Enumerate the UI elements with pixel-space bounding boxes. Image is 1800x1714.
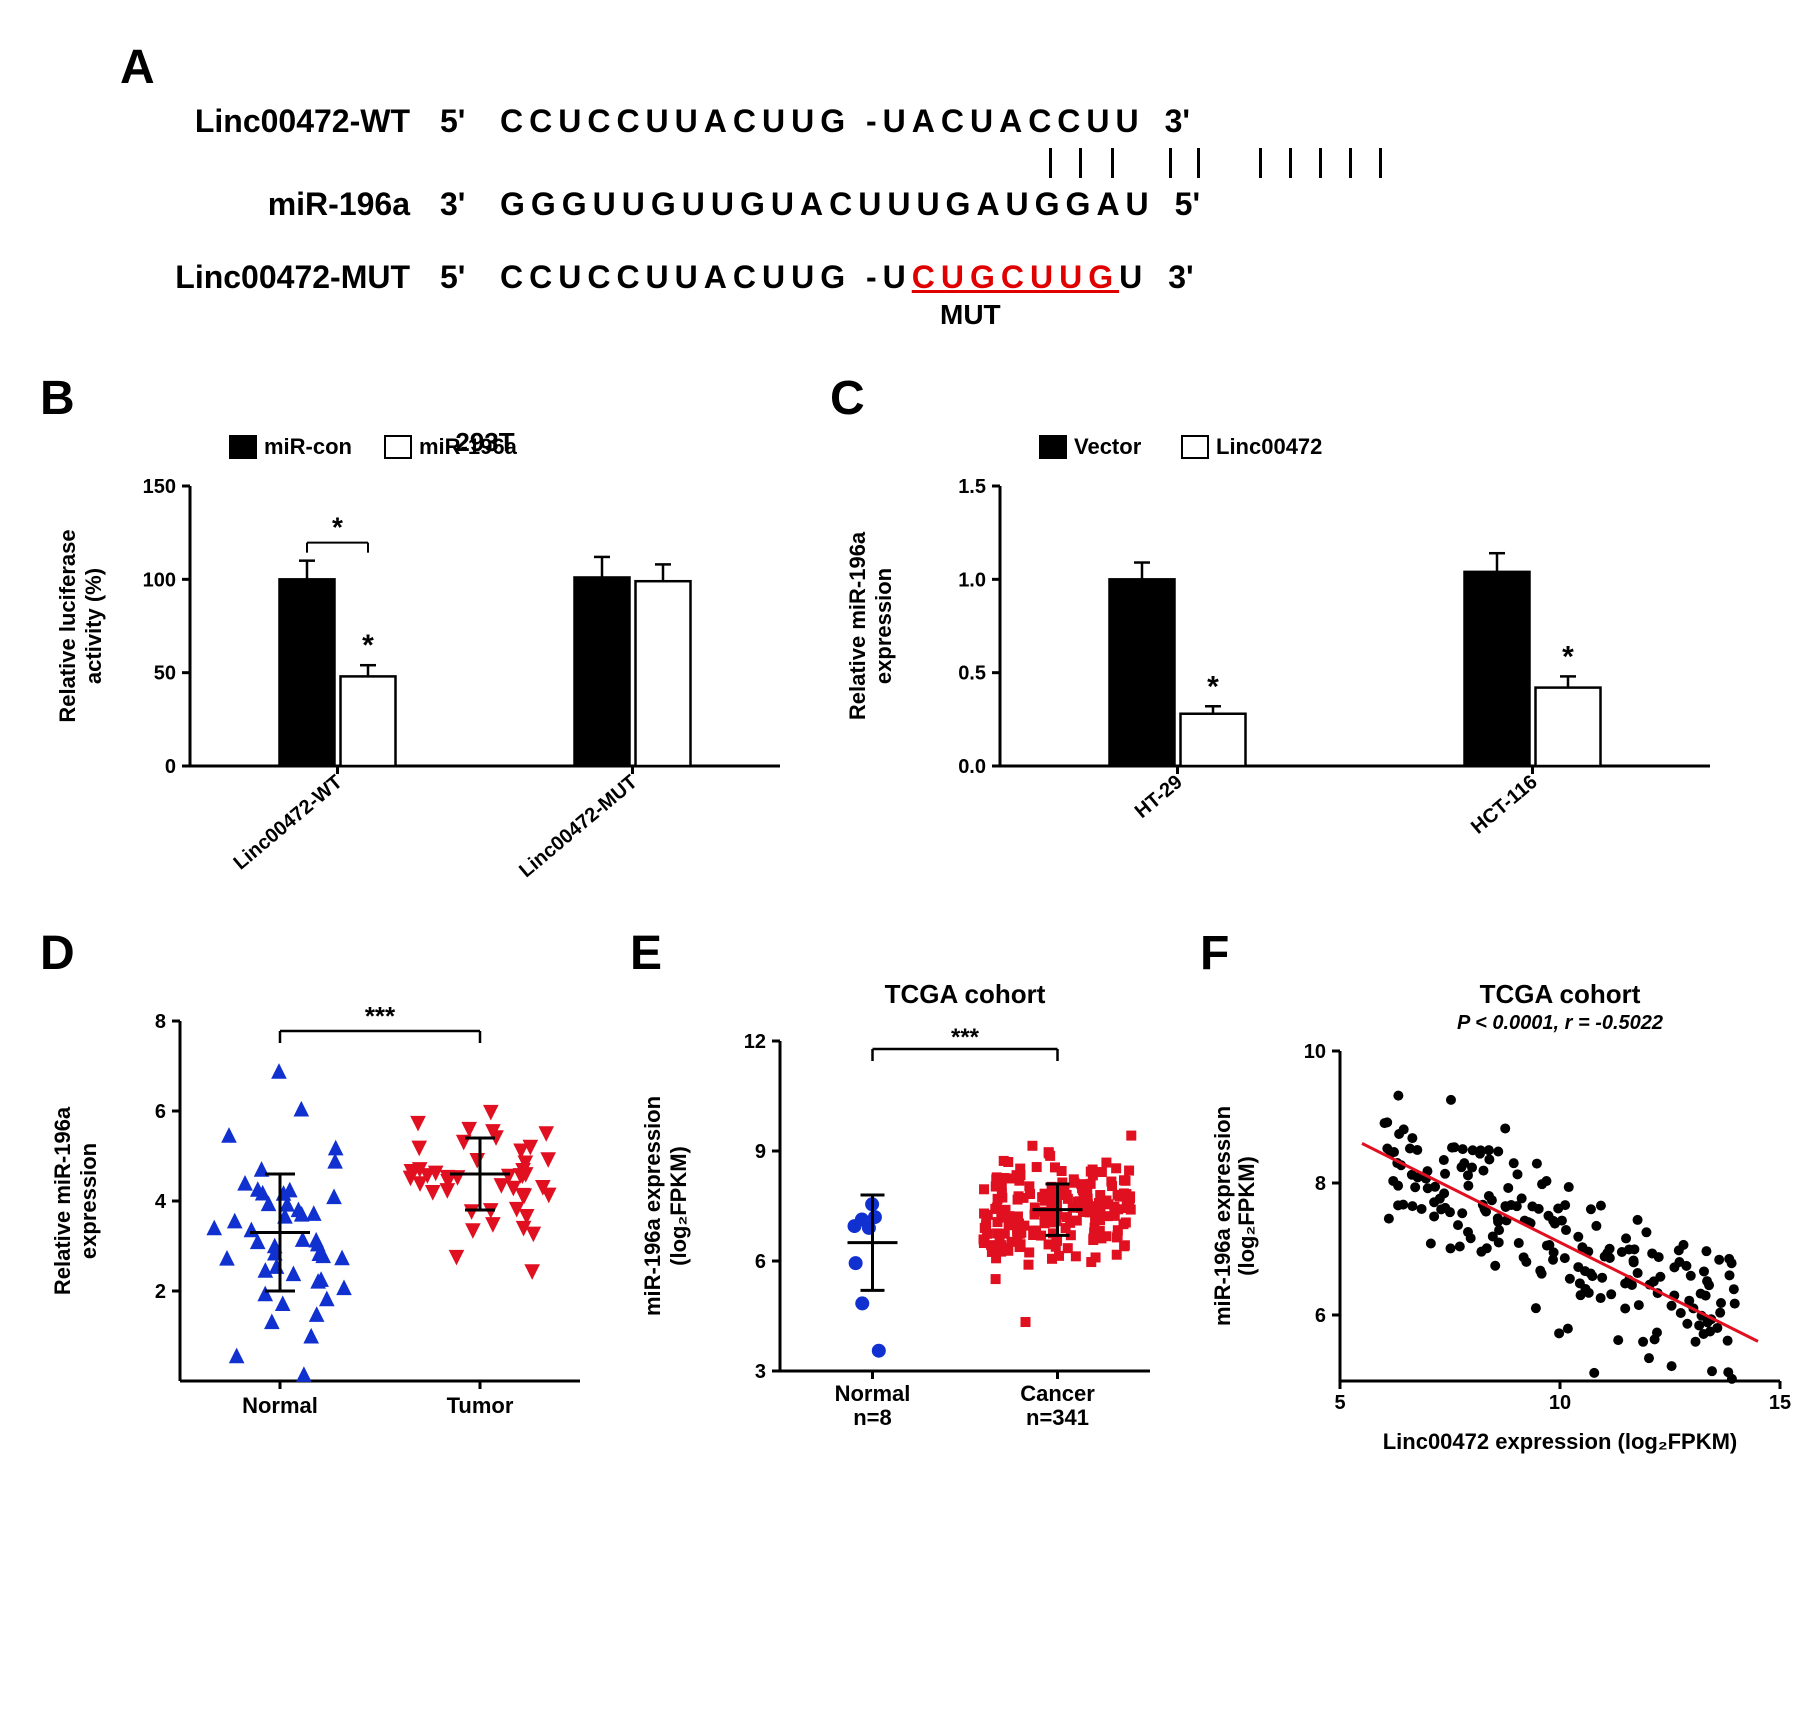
chart-d-svg: 2 4 6 8 Relative miR-196aexpression Normal Tum… (40, 981, 600, 1461)
chart-e-svg: TCGA cohort 3 6 9 12 miR-196a expression(log₂… (630, 981, 1170, 1461)
svg-text:50: 50 (154, 663, 176, 685)
svg-text:***: *** (951, 1024, 980, 1051)
svg-text:miR-196a expression: miR-196a expression (1210, 1106, 1235, 1326)
svg-text:miR-196a: miR-196a (419, 434, 518, 459)
panel-f-label: F (1200, 926, 1800, 981)
chart-b-svg: 0 50 100 150 Relative luciferaseactivity (%)… (40, 426, 800, 906)
svg-text:0: 0 (165, 756, 176, 778)
svg-text:8: 8 (155, 1011, 166, 1033)
panel-c: C 0.0 0.5 1.0 1.5 Relative miR-196aexpressio… (830, 371, 1730, 906)
svg-text:9: 9 (755, 1141, 766, 1163)
svg-text:(log₂FPKM): (log₂FPKM) (666, 1146, 691, 1266)
svg-text:10: 10 (1549, 1392, 1571, 1414)
svg-text:Relative luciferase: Relative luciferase (55, 529, 80, 722)
svg-text:HCT-116: HCT-116 (1467, 771, 1542, 839)
svg-text:Tumor: Tumor (447, 1393, 514, 1418)
row-bc: B 0 50 100 150 Relative luciferaseactivity (… (40, 371, 1760, 906)
svg-text:P < 0.0001, r = -0.5022: P < 0.0001, r = -0.5022 (1457, 1012, 1663, 1034)
svg-text:Linc00472 expression (log₂FPKM: Linc00472 expression (log₂FPKM) (1383, 1429, 1738, 1454)
svg-text:Linc00472: Linc00472 (1216, 434, 1322, 459)
panel-c-label: C (830, 371, 1730, 426)
panel-f: F TCGA cohort P < 0.0001, r = -0.5022 5 10 1… (1200, 926, 1800, 1461)
svg-text:HT-29: HT-29 (1131, 771, 1187, 823)
svg-text:10: 10 (1304, 1041, 1326, 1063)
svg-text:miR-con: miR-con (264, 434, 352, 459)
svg-text:expression: expression (871, 568, 896, 684)
svg-text:*: * (1207, 670, 1219, 703)
svg-text:Linc00472-WT: Linc00472-WT (230, 771, 347, 874)
svg-text:Vector: Vector (1074, 434, 1142, 459)
svg-text:Relative miR-196a: Relative miR-196a (845, 531, 870, 720)
svg-text:5: 5 (1334, 1392, 1345, 1414)
svg-text:Relative miR-196a: Relative miR-196a (50, 1106, 75, 1295)
panel-a-label: A (120, 40, 1760, 95)
svg-text:2: 2 (155, 1281, 166, 1303)
svg-text:6: 6 (755, 1251, 766, 1273)
svg-text:TCGA cohort: TCGA cohort (1480, 981, 1641, 1009)
panel-e: E TCGA cohort 3 6 9 12 miR-196a expression(lo… (630, 926, 1170, 1461)
sequence-alignment: Linc00472-WT5'CCUCCUUACUUG -UACUACCUU3'm… (120, 103, 1760, 331)
svg-text:expression: expression (76, 1143, 101, 1259)
svg-text:Normal: Normal (242, 1393, 318, 1418)
panel-b-label: B (40, 371, 800, 426)
svg-text:Linc00472-MUT: Linc00472-MUT (515, 771, 642, 882)
figure-root: A Linc00472-WT5'CCUCCUUACUUG -UACUACCUU3… (40, 40, 1760, 1461)
svg-text:***: *** (365, 1001, 396, 1031)
svg-text:TCGA cohort: TCGA cohort (885, 981, 1046, 1009)
svg-text:Cancer: Cancer (1020, 1381, 1095, 1406)
panel-a: A Linc00472-WT5'CCUCCUUACUUG -UACUACCUU3… (40, 40, 1760, 331)
svg-text:6: 6 (1315, 1305, 1326, 1327)
svg-text:150: 150 (143, 476, 176, 498)
chart-c-svg: 0.0 0.5 1.0 1.5 Relative miR-196aexpression V… (830, 426, 1730, 906)
svg-text:(log₂FPKM): (log₂FPKM) (1234, 1156, 1259, 1276)
svg-text:miR-196a expression: miR-196a expression (640, 1096, 665, 1316)
svg-text:*: * (332, 512, 343, 543)
panel-d: D 2 4 6 8 Relative miR-196aexpression Normal T… (40, 926, 600, 1461)
svg-text:0.0: 0.0 (958, 756, 986, 778)
row-def: D 2468Relative miR-196aexpressionNormalT… (40, 926, 1760, 1461)
svg-text:n=341: n=341 (1026, 1405, 1089, 1430)
svg-text:Normal: Normal (835, 1381, 911, 1406)
svg-text:8: 8 (1315, 1173, 1326, 1195)
svg-text:3: 3 (755, 1361, 766, 1383)
svg-text:*: * (1562, 640, 1574, 673)
svg-text:n=8: n=8 (853, 1405, 892, 1430)
svg-text:1.5: 1.5 (958, 476, 986, 498)
svg-text:100: 100 (143, 569, 176, 591)
chart-f-svg: TCGA cohort P < 0.0001, r = -0.5022 5 10 15 6… (1200, 981, 1800, 1461)
panel-b: B 0 50 100 150 Relative luciferaseactivity (… (40, 371, 800, 906)
svg-text:4: 4 (155, 1191, 167, 1213)
panel-e-label: E (630, 926, 1170, 981)
svg-text:0.5: 0.5 (958, 663, 986, 685)
svg-text:activity (%): activity (%) (81, 568, 106, 684)
svg-text:1.0: 1.0 (958, 569, 986, 591)
svg-text:12: 12 (744, 1031, 766, 1053)
panel-d-label: D (40, 926, 600, 981)
svg-text:*: * (362, 629, 374, 662)
svg-text:15: 15 (1769, 1392, 1791, 1414)
svg-text:6: 6 (155, 1101, 166, 1123)
